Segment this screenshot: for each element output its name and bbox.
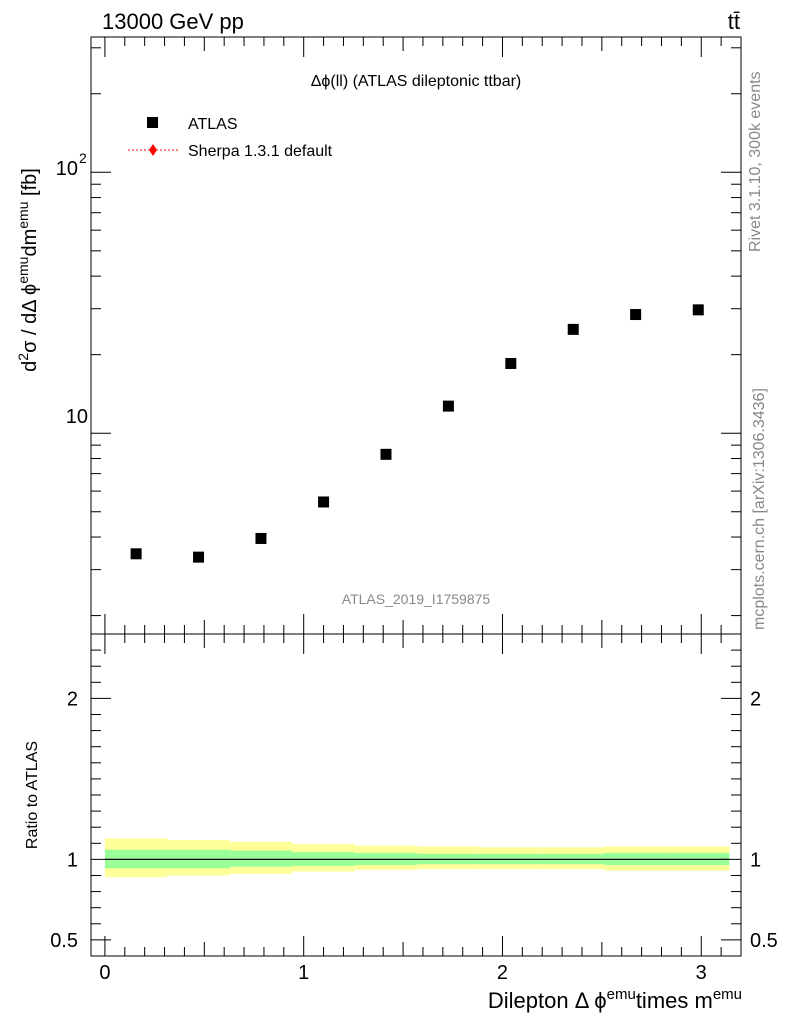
main-y-tick-label-100: 10 2	[56, 150, 87, 180]
atlas-data-points	[130, 304, 704, 563]
ylabel-mid: σ / dΔ ϕ	[19, 284, 41, 353]
ratio-y-tick-label-right: 0.5	[750, 930, 778, 952]
atlas-data-point	[130, 548, 142, 560]
ratio-y-ticks	[91, 633, 741, 957]
main-x-ticks	[104, 37, 742, 634]
analysis-watermark: ATLAS_2019_I1759875	[342, 591, 491, 607]
atlas-data-point	[380, 448, 392, 460]
legend: ATLAS Sherpa 1.3.1 default	[128, 116, 333, 160]
ratio-y-tick-label-left: 0.5	[50, 930, 78, 952]
main-y-tick-label-10: 10	[66, 406, 88, 428]
xlabel-main: Dilepton Δ ϕ	[488, 988, 607, 1013]
ylabel-sup2: emu	[15, 257, 31, 284]
y-tick-label-100-exp: 2	[79, 150, 87, 166]
atlas-data-point	[442, 400, 454, 412]
ratio-uncertainty-bands	[104, 838, 730, 878]
plot-title: Δϕ(ll) (ATLAS dileptonic ttbar)	[311, 73, 522, 90]
ratio-x-tick-labels: 0 1 2 3	[99, 962, 706, 984]
ratio-y-tick-label-left: 1	[67, 849, 78, 871]
xlabel-sup2: emu	[713, 986, 742, 1003]
x-tick-label: 1	[298, 962, 309, 984]
ratio-y-tick-label-left: 2	[67, 688, 78, 710]
xlabel-sup1: emu	[607, 986, 636, 1003]
ratio-y-axis-label: Ratio to ATLAS	[24, 741, 41, 849]
main-panel: 10 10 2 Δϕ(ll) (ATLAS dileptonic ttbar) …	[15, 36, 742, 635]
legend-atlas-marker	[147, 117, 158, 128]
main-y-axis-label: d2σ / dΔ ϕemudmemu [fb]	[15, 168, 41, 372]
ratio-band-bin	[229, 850, 293, 867]
ratio-y-tick-labels: 0.5 0.5 1 1 2 2	[50, 688, 778, 952]
x-axis-label: Dilepton Δ ϕemutimes memu	[488, 986, 742, 1013]
ylabel-prefix: d	[19, 361, 41, 372]
atlas-data-point	[630, 309, 642, 321]
x-tick-label: 0	[99, 962, 110, 984]
atlas-data-point	[193, 551, 205, 563]
x-tick-label: 3	[696, 962, 707, 984]
svg-text:d2σ / dΔ ϕemudmemu [fb]: d2σ / dΔ ϕemudmemu [fb]	[15, 168, 41, 372]
atlas-data-point	[505, 357, 517, 369]
atlas-data-point	[567, 323, 579, 335]
atlas-data-point	[255, 532, 267, 544]
rivet-version-label: Rivet 3.1.10, 300k events	[747, 71, 764, 252]
legend-sherpa-label: Sherpa 1.3.1 default	[188, 143, 333, 160]
ratio-frame	[90, 633, 742, 957]
ylabel-suffix: [fb]	[19, 168, 41, 201]
ratio-y-tick-label-right: 1	[750, 849, 761, 871]
atlas-data-point	[318, 496, 330, 508]
mcplots-label: mcplots.cern.ch [arXiv:1306.3436]	[751, 388, 768, 630]
energy-label: 13000 GeV pp	[102, 9, 244, 34]
y-tick-label-10: 10	[66, 406, 88, 428]
ratio-y-tick-label-right: 2	[750, 688, 761, 710]
legend-atlas-label: ATLAS	[188, 116, 238, 133]
ylabel-sup3: emu	[15, 202, 31, 229]
x-tick-label: 2	[497, 962, 508, 984]
legend-sherpa-marker	[149, 144, 157, 156]
ratio-panel: 0.5 0.5 1 1 2 2 0 1 2 3 Ratio to ATLAS Dilepton …	[24, 633, 778, 1013]
main-y-ticks	[91, 47, 741, 617]
atlas-data-point	[692, 304, 704, 316]
ylabel-mid2: dm	[19, 229, 41, 257]
process-label: tt̄	[728, 9, 740, 34]
y-tick-label-100-base: 10	[56, 158, 78, 180]
xlabel-mid: times m	[636, 988, 713, 1013]
ratio-x-ticks	[104, 634, 742, 956]
ylabel-sup1: 2	[15, 353, 31, 361]
